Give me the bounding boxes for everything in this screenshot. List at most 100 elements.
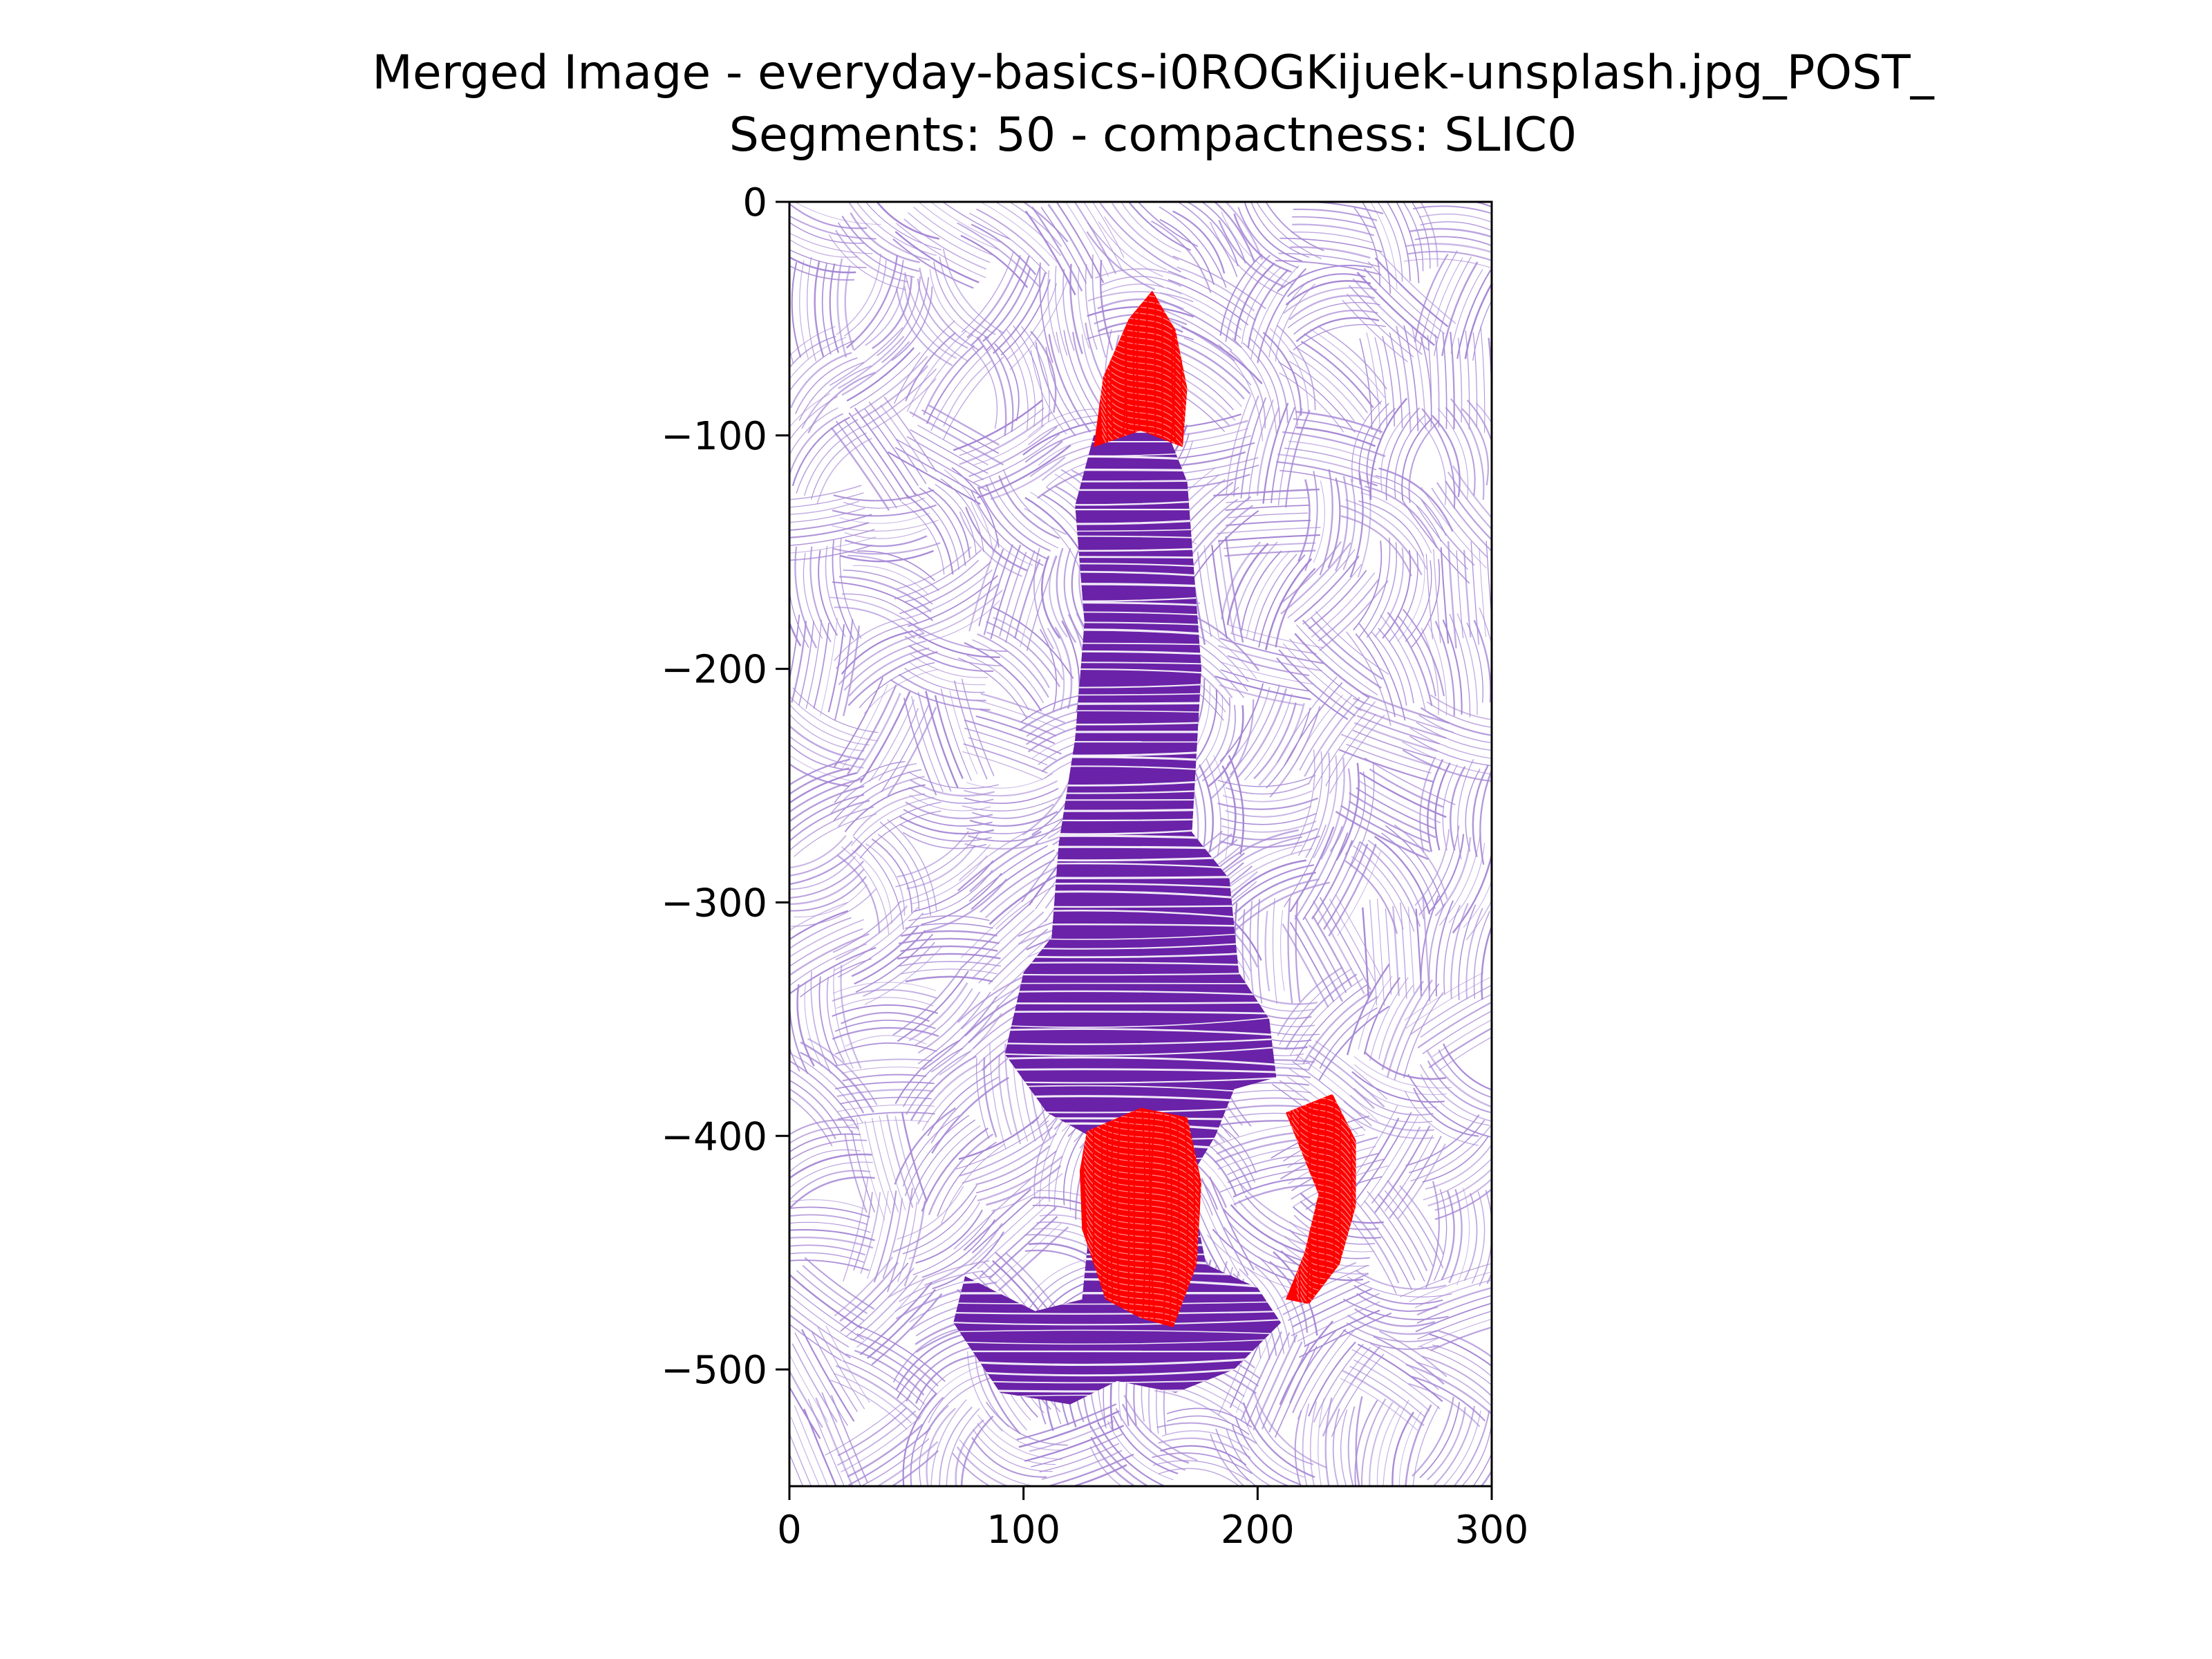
background-streamline (877, 834, 920, 911)
background-streamline (984, 865, 1059, 919)
background-streamline (1351, 1349, 1441, 1409)
background-streamline (1249, 901, 1255, 1002)
background-streamline (1318, 1398, 1325, 1486)
background-streamline (964, 641, 1042, 712)
background-streamline (917, 1125, 981, 1205)
background-streamline (828, 234, 906, 290)
background-streamline (1035, 341, 1076, 437)
background-streamline (871, 1293, 943, 1366)
background-streamline (1272, 897, 1277, 1004)
background-streamline (1219, 683, 1264, 762)
background-streamline (832, 988, 937, 1002)
background-streamline (1313, 755, 1338, 859)
background-streamline (789, 1060, 859, 1130)
background-streamline (860, 1192, 881, 1274)
background-streamline (908, 661, 986, 686)
background-streamline (1275, 260, 1382, 276)
background-streamline (1056, 547, 1077, 644)
background-streamline (976, 208, 1050, 267)
handle-left-highlight-streamline (1127, 1107, 1130, 1328)
background-streamline (946, 1408, 980, 1486)
background-streamline (1370, 480, 1442, 542)
background-streamline (845, 1035, 927, 1047)
background-streamline (992, 606, 1074, 679)
background-streamline (977, 440, 1063, 489)
background-streamline (1083, 202, 1123, 270)
background-streamline (833, 489, 935, 502)
background-streamline (1278, 252, 1380, 268)
background-streamline (1363, 268, 1439, 339)
background-streamline (1436, 482, 1492, 552)
background-streamline (832, 982, 936, 994)
background-streamline (826, 977, 845, 1062)
background-streamline (909, 778, 995, 797)
background-streamline (958, 1116, 1040, 1160)
background-streamline (1356, 787, 1436, 830)
background-streamline (1215, 675, 1311, 700)
background-streamline (1016, 1403, 1117, 1441)
background-streamline (921, 1219, 995, 1278)
background-streamline (959, 411, 1053, 465)
background-streamline (892, 238, 974, 289)
y-tick-label: −300 (661, 881, 767, 926)
background-streamline (1416, 1286, 1492, 1316)
background-streamline (952, 1452, 991, 1486)
background-streamline (789, 1126, 857, 1145)
background-streamline (919, 1405, 949, 1486)
background-streamline (833, 967, 854, 1069)
background-streamline (1335, 762, 1360, 861)
background-streamline (1095, 268, 1187, 280)
background-streamline (1085, 264, 1098, 350)
object-streamline (953, 1355, 1282, 1366)
background-streamline (1312, 900, 1365, 995)
background-streamline (1480, 326, 1485, 433)
background-streamline (1425, 554, 1434, 639)
background-streamline (1000, 279, 1051, 356)
background-streamline (1210, 1434, 1246, 1486)
background-streamline (853, 1192, 873, 1271)
background-streamline (1442, 1410, 1481, 1486)
background-streamline (1361, 202, 1391, 294)
background-streamline (1305, 752, 1331, 859)
background-streamline (1362, 907, 1370, 999)
background-streamline (802, 1264, 868, 1315)
background-streamline (909, 794, 991, 812)
background-streamline (969, 842, 1039, 892)
background-streamline (1176, 341, 1251, 395)
background-streamline (1295, 983, 1369, 1062)
background-streamline (903, 285, 957, 359)
background-streamline (941, 1143, 1005, 1224)
background-streamline (1284, 973, 1358, 1051)
background-streamline (1335, 894, 1382, 978)
background-streamline (963, 1188, 1032, 1251)
background-streamline (1432, 1344, 1492, 1378)
background-streamline (902, 1392, 937, 1486)
background-streamline (1409, 735, 1492, 767)
background-streamline (789, 1176, 875, 1210)
background-streamline (789, 1206, 870, 1218)
background-streamline (1033, 547, 1054, 650)
background-streamline (1099, 276, 1182, 287)
handle-right-highlight-streamline (1296, 1282, 1356, 1304)
background-streamline (1463, 1192, 1478, 1282)
background-streamline (841, 630, 914, 675)
background-streamline (1343, 1100, 1434, 1132)
background-streamline (1225, 505, 1310, 511)
background-streamline (1319, 1007, 1378, 1069)
background-streamline (863, 668, 938, 715)
handle-right-highlight-streamline (1296, 1288, 1356, 1304)
background-streamline (1257, 899, 1263, 1004)
background-streamline (1294, 915, 1344, 1002)
background-streamline (934, 695, 964, 779)
background-streamline (1159, 206, 1227, 288)
background-streamline (1282, 643, 1362, 711)
background-streamline (792, 687, 879, 733)
background-streamline (1416, 722, 1492, 751)
background-streamline (1290, 246, 1371, 259)
background-streamline (852, 793, 926, 836)
background-streamline (1340, 505, 1423, 576)
background-streamline (988, 1216, 1058, 1280)
background-streamline (1352, 729, 1434, 759)
background-streamline (1201, 202, 1246, 263)
background-streamline (1154, 1389, 1230, 1424)
